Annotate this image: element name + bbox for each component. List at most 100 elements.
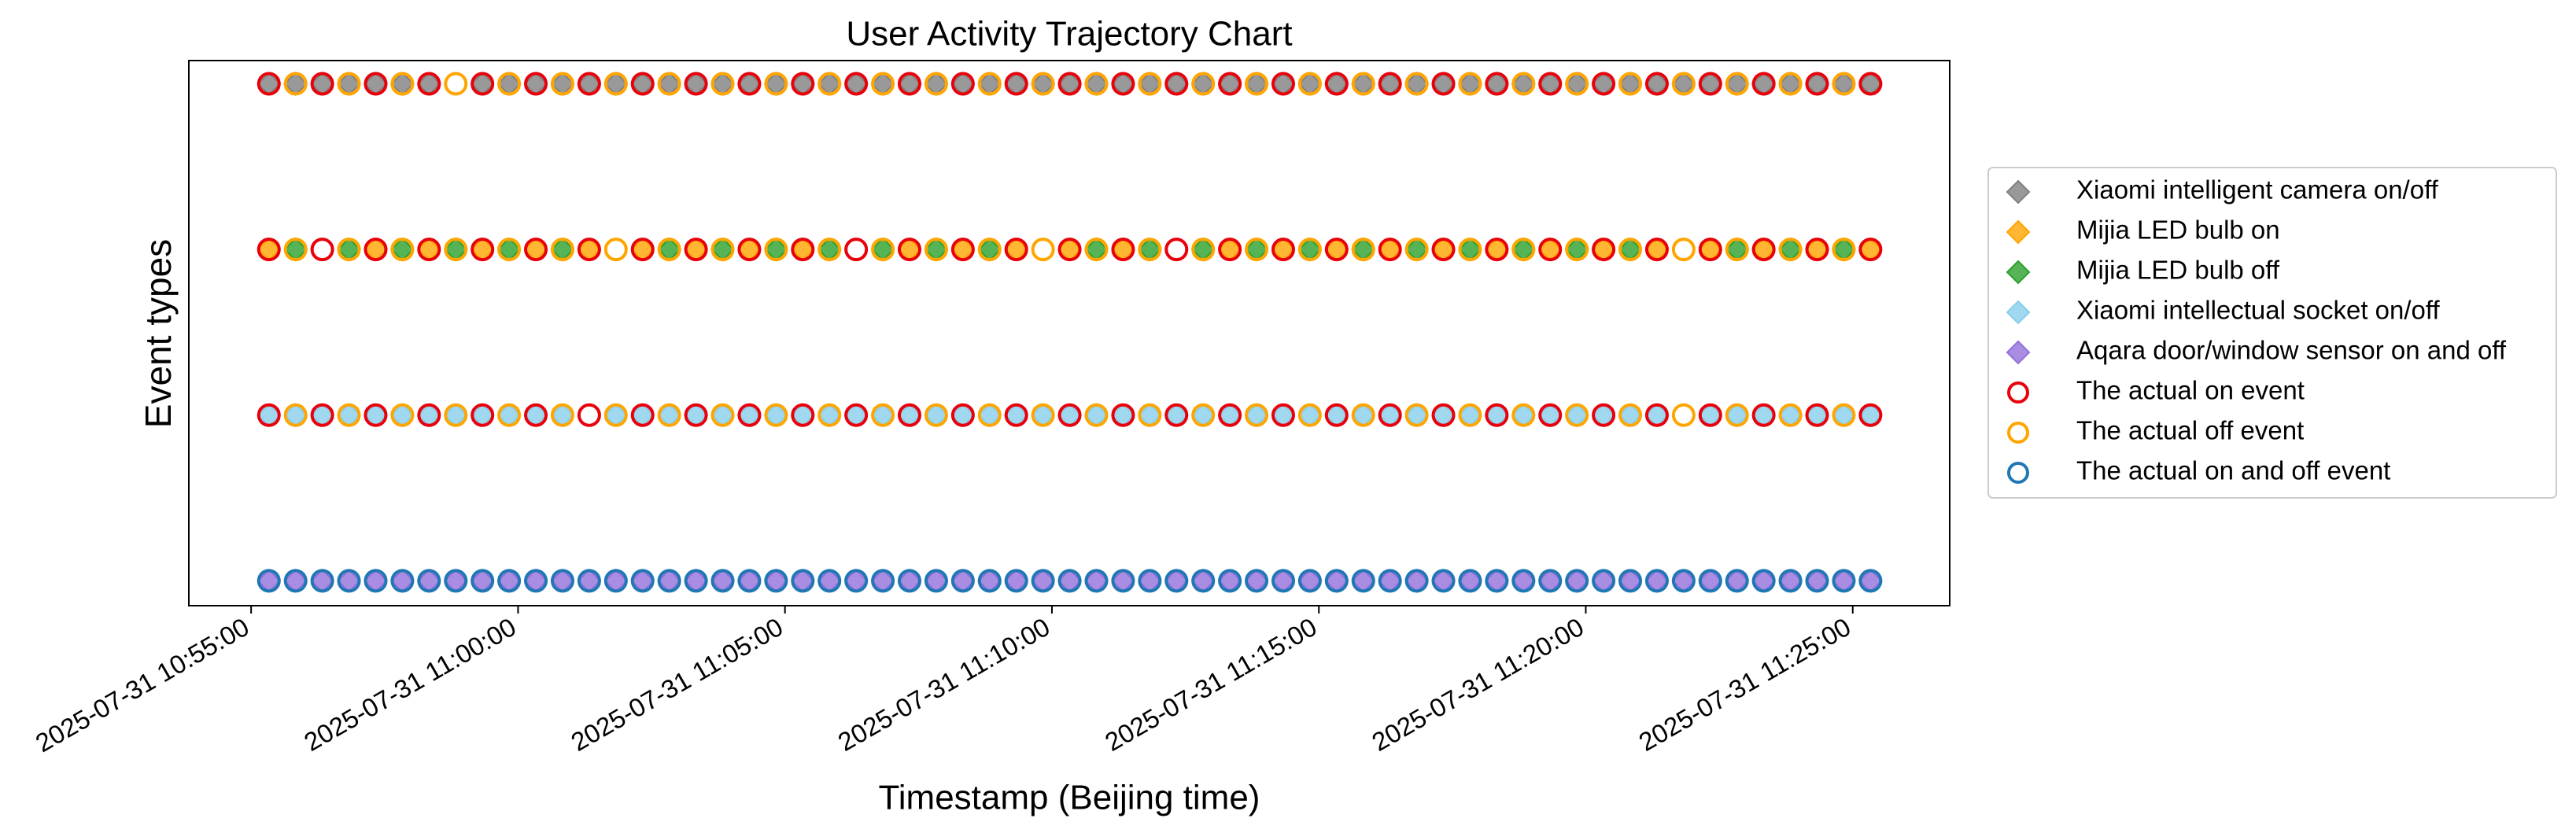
circle-point	[977, 72, 1002, 96]
circle-point	[283, 403, 308, 427]
circle-point	[710, 569, 735, 593]
circle-point	[471, 238, 495, 262]
circle-point	[497, 569, 522, 593]
circle-point	[444, 569, 468, 593]
circle-point	[871, 569, 895, 593]
circle-point	[256, 238, 281, 262]
circle-point	[497, 72, 522, 96]
circle-point	[1164, 569, 1189, 593]
circle-point	[1511, 238, 1536, 262]
circle-point	[1751, 569, 1776, 593]
legend-marker	[2007, 462, 2029, 484]
circle-point	[310, 403, 334, 427]
circle-point	[1671, 569, 1696, 593]
circle-point	[737, 238, 762, 262]
circle-point	[817, 403, 842, 427]
circle-point	[283, 72, 308, 96]
circle-point	[1832, 569, 1856, 593]
circle-point	[737, 403, 762, 427]
circle-point	[1191, 569, 1216, 593]
circle-point	[1618, 238, 1643, 262]
x-tick-label: 2025-07-31 11:20:00	[1367, 612, 1589, 757]
legend-label: The actual off event	[2076, 416, 2304, 445]
circle-point	[1725, 569, 1749, 593]
circle-point	[497, 238, 522, 262]
circle-point	[1565, 72, 1589, 96]
circle-point	[1031, 238, 1055, 262]
circle-point	[1431, 403, 1456, 427]
circle-point	[1351, 238, 1375, 262]
circle-point	[898, 569, 922, 593]
circle-point	[710, 238, 735, 262]
x-tick-label: 2025-07-31 11:15:00	[1100, 612, 1322, 757]
circle-point	[444, 238, 468, 262]
circle-point	[871, 403, 895, 427]
circle-point	[390, 569, 415, 593]
circle-point	[1111, 238, 1135, 262]
circle-point	[764, 569, 788, 593]
y-axis-label: Event types	[138, 239, 179, 428]
circle-point	[1138, 403, 1162, 427]
circle-point	[791, 403, 815, 427]
circle-point	[1218, 238, 1242, 262]
x-tick-label: 2025-07-31 11:10:00	[833, 612, 1055, 757]
circle-point	[1592, 403, 1616, 427]
plot-area	[256, 72, 1883, 593]
circle-point	[1404, 238, 1429, 262]
circle-point	[1404, 403, 1429, 427]
x-axis-label: Timestamp (Beijing time)	[879, 779, 1260, 817]
circle-point	[791, 238, 815, 262]
circle-point	[898, 238, 922, 262]
circle-point	[1485, 238, 1509, 262]
circle-point	[1378, 238, 1402, 262]
circle-point	[337, 403, 361, 427]
axes-frame	[188, 60, 1950, 606]
circle-point	[1538, 72, 1563, 96]
circle-point	[283, 569, 308, 593]
circle-point	[710, 403, 735, 427]
circle-point	[1858, 72, 1883, 96]
circle-point	[1191, 403, 1216, 427]
circle-point	[1164, 72, 1189, 96]
legend-box	[1987, 167, 2557, 499]
circle-point	[630, 403, 655, 427]
circle-point	[924, 72, 948, 96]
circle-point	[1004, 403, 1028, 427]
circle-point	[1698, 72, 1722, 96]
circle-point	[1111, 569, 1135, 593]
x-tick-label: 2025-07-31 11:05:00	[566, 612, 788, 757]
circle-point	[924, 569, 948, 593]
circle-point	[1031, 403, 1055, 427]
circle-point	[1191, 72, 1216, 96]
circle-point	[977, 403, 1002, 427]
circle-point	[603, 403, 628, 427]
circle-point	[1485, 403, 1509, 427]
circle-point	[471, 569, 495, 593]
circle-point	[283, 238, 308, 262]
circle-point	[1805, 72, 1829, 96]
x-tick-label: 2025-07-31 11:25:00	[1633, 612, 1855, 757]
circle-point	[1485, 72, 1509, 96]
circle-point	[764, 238, 788, 262]
circle-point	[1271, 403, 1295, 427]
circle-point	[524, 403, 548, 427]
circle-point	[817, 238, 842, 262]
circle-point	[1751, 72, 1776, 96]
x-tick-label: 2025-07-31 11:00:00	[299, 612, 521, 757]
circle-point	[524, 569, 548, 593]
circle-point	[1698, 403, 1722, 427]
circle-point	[1378, 72, 1402, 96]
circle-point	[844, 72, 869, 96]
circle-point	[1805, 569, 1829, 593]
circle-point	[817, 72, 842, 96]
circle-point	[1565, 403, 1589, 427]
circle-point	[1084, 238, 1109, 262]
series	[256, 403, 1883, 428]
legend-label: Mijia LED bulb off	[2076, 256, 2280, 285]
circle-point	[844, 238, 869, 262]
circle-point	[310, 569, 334, 593]
circle-point	[364, 569, 388, 593]
circle-point	[1245, 403, 1269, 427]
